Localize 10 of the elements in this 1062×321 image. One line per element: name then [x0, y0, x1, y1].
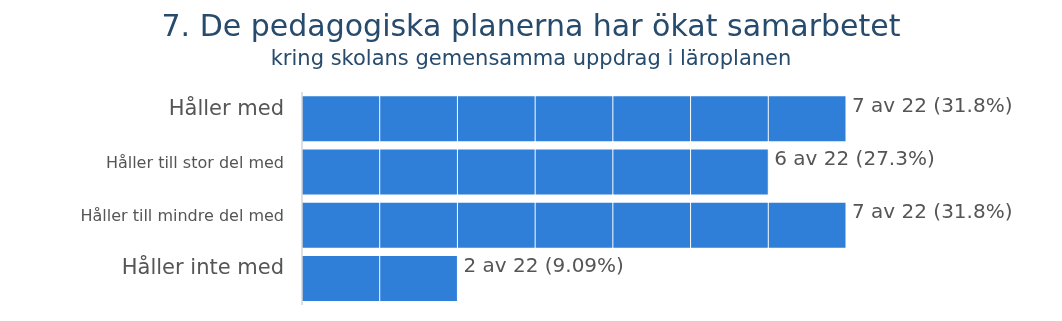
chart-title: 7. De pedagogiska planerna har ökat samarbetet: [160, 8, 902, 44]
y-tick-label: Håller till mindre del med: [80, 206, 284, 226]
y-tick-label: Håller inte med: [121, 254, 284, 280]
y-tick-label: Håller till stor del med: [105, 152, 284, 172]
data-label: 6 av 22 (27.3%): [774, 146, 935, 171]
data-label: 2 av 22 (9.09%): [463, 252, 624, 277]
data-label: 7 av 22 (31.8%): [852, 92, 1013, 117]
data-label: 7 av 22 (31.8%): [852, 199, 1013, 224]
y-tick-label: Håller med: [168, 94, 284, 120]
chart-subtitle: kring skolans gemensamma uppdrag i läroplanen: [269, 45, 793, 72]
